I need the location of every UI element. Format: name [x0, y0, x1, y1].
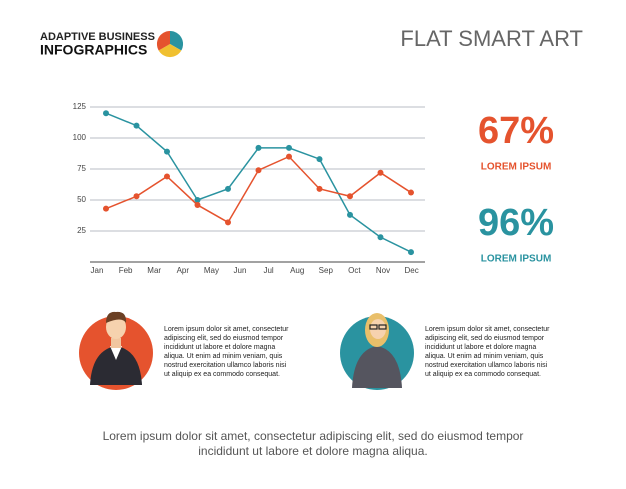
x-tick-label: Jun: [234, 266, 247, 275]
data-point: [225, 185, 231, 192]
x-tick-label: Nov: [376, 266, 390, 275]
data-point: [347, 193, 353, 200]
data-point: [103, 205, 109, 212]
data-point: [347, 211, 353, 218]
data-point: [255, 144, 262, 151]
data-point: [316, 156, 323, 163]
brand: INFOGRAPHICS: [40, 42, 147, 58]
x-tick-label: Feb: [119, 266, 133, 275]
data-point: [377, 234, 384, 241]
data-point: [225, 219, 231, 226]
person-text: incididunt ut labore et dolore magna: [164, 344, 275, 351]
x-tick-label: Apr: [177, 266, 190, 275]
person-text: aliqua. Ut enim ad minim veniam, quis: [164, 353, 283, 360]
data-point: [316, 185, 323, 192]
data-point: [133, 122, 140, 129]
stat-value: 67%: [478, 110, 554, 152]
y-tick-label: 25: [77, 226, 86, 235]
person-text: aliqua. Ut enim ad minim veniam, quis: [425, 353, 544, 360]
data-point: [103, 110, 109, 117]
data-point: [164, 173, 170, 180]
person-text: nostrud exercitation ullamco laboris nis…: [164, 362, 287, 369]
data-point: [164, 148, 170, 155]
person-text: nostrud exercitation ullamco laboris nis…: [425, 362, 548, 369]
person-text: Lorem ipsum dolor sit amet, consectetur: [164, 326, 289, 333]
y-tick-label: 100: [73, 133, 87, 142]
x-tick-label: Dec: [404, 266, 418, 275]
x-tick-label: Sep: [319, 266, 334, 275]
stat-value: 96%: [478, 202, 554, 244]
x-tick-label: Jul: [263, 266, 273, 275]
stat-label: LOREM IPSUM: [481, 162, 552, 173]
chart: 25 50 75 100 125 Jan Feb Mar Apr May Jun Jul Aug Sep O…: [73, 102, 425, 275]
data-point: [194, 197, 201, 203]
x-tick-label: Mar: [147, 266, 161, 275]
footer-text: incididunt ut labore et dolore magna ali…: [198, 444, 428, 458]
data-point: [286, 144, 292, 151]
y-tick-label: 125: [73, 102, 87, 111]
person-text: adipiscing elit, sed do eiusmod tempor: [425, 335, 545, 342]
x-tick-label: Oct: [348, 266, 361, 275]
y-tick-label: 50: [77, 195, 86, 204]
data-point: [194, 201, 201, 208]
brand: ADAPTIVE BUSINESS: [40, 31, 155, 43]
person-text: ut aliquip ex ea commodo consequat.: [164, 371, 280, 378]
footer-text: Lorem ipsum dolor sit amet, consectetur …: [103, 429, 524, 443]
x-tick-label: May: [204, 266, 219, 275]
person-2: [340, 313, 414, 390]
data-point: [133, 193, 140, 200]
x-tick-label: Aug: [290, 266, 304, 275]
person-text: adipiscing elit, sed do eiusmod tempor: [164, 335, 284, 342]
person-text: ut aliquip ex ea commodo consequat.: [425, 371, 541, 378]
person-1: [79, 311, 153, 390]
data-point: [408, 249, 414, 256]
series-line: [105, 155, 412, 224]
x-tick-label: Jan: [91, 266, 104, 275]
y-tick-label: 75: [77, 164, 86, 173]
texts: 67% LOREM IPSUM 96% LOREM IPSUM Lorem ipsum …: [103, 110, 554, 458]
stat-label: LOREM IPSUM: [481, 254, 552, 265]
data-point: [377, 169, 384, 176]
data-point: [408, 189, 414, 196]
person-text: Lorem ipsum dolor sit amet, consectetur: [425, 326, 550, 333]
logo: [156, 30, 184, 58]
data-point: [255, 167, 262, 174]
person-text: incididunt ut labore et dolore magna: [425, 344, 536, 351]
page-title: FLAT SMART ART: [400, 26, 583, 51]
data-point: [286, 153, 292, 160]
